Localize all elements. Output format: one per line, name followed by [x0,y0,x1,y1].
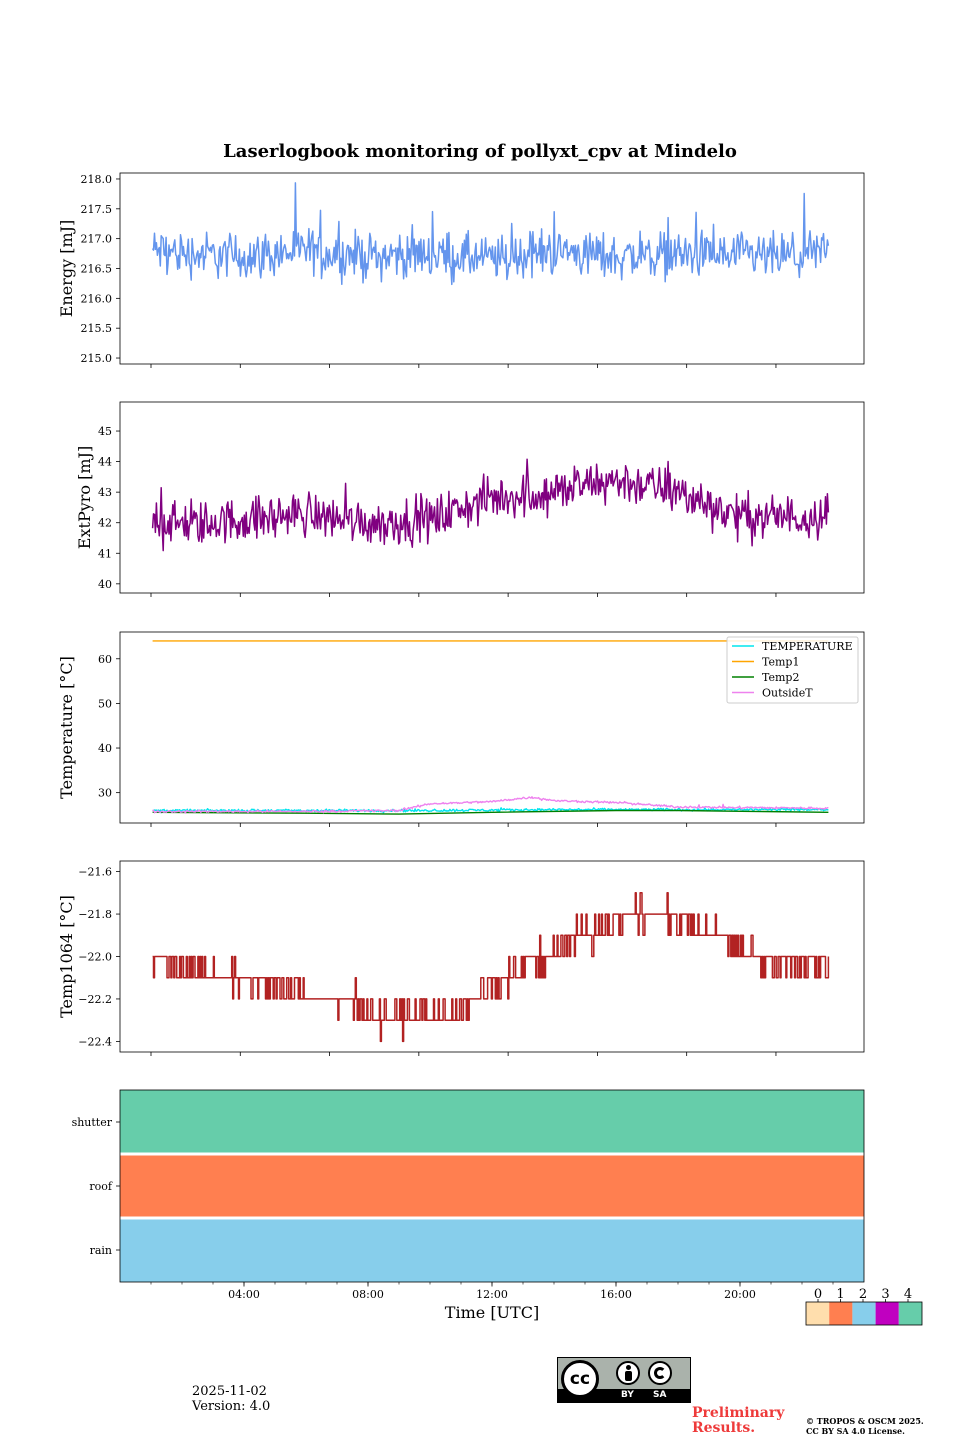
x-tick-label: 16:00 [600,1288,632,1301]
y-tick-label: 215.5 [81,322,113,335]
y-axis-label: ExtPyro [mJ] [75,446,94,549]
flag-band-shutter [120,1090,864,1153]
series-line-extpyro [151,458,830,552]
y-tick-label: 216.0 [81,292,113,305]
legend-label: Temp1 [762,656,799,669]
cc-by-sa-badge: cc BY SA [557,1357,691,1403]
y-tick-label: 60 [98,653,112,666]
axes-frame [119,631,865,824]
panel-flags: shutter roof rain 04:00 08:00 12:00 16:00 20:00… [72,1089,865,1322]
colorbar-cell-4 [898,1302,922,1325]
series-line-outsidet [152,796,829,814]
share-alike-icon [648,1361,672,1385]
colorbar-label: 3 [881,1287,889,1302]
cc-logo-icon: cc [561,1360,599,1398]
y-tick-label: −21.6 [78,866,112,879]
colorbar-frame [805,1301,923,1326]
colorbar-label: 2 [859,1287,867,1302]
series-line-temperature [152,807,829,814]
legend-box [726,636,859,704]
y-tick-label: 40 [98,742,112,755]
y-tick-label: −21.8 [78,908,112,921]
y-tick-label: 217.0 [81,233,113,246]
y-axis-label: Temp1064 [°C] [57,895,76,1018]
panel-temperature: 30 40 50 60 Temperature [°C] TEMPERATURE Temp1… [57,631,865,827]
legend-label: TEMPERATURE [762,640,853,653]
legend-label: Temp2 [762,671,799,684]
panel-energy: 215.0 215.5 216.0 216.5 217.0 217.5 218.0 Energ… [57,172,865,368]
copyright-line1: © TROPOS & OSCM 2025. [806,1416,924,1426]
y-tick-label: −22.2 [78,993,112,1006]
x-axis-label: Time [UTC] [445,1303,539,1322]
x-tick-label: 08:00 [352,1288,384,1301]
series-line-temp1064 [152,892,830,1043]
y-tick-label: 218.0 [81,173,113,186]
panel-temp1064: −22.4 −22.2 −22.0 −21.8 −21.6 Temp1064 [°C] [57,860,865,1056]
y-tick-label: −22.0 [78,951,112,964]
y-tick-label: 41 [98,547,112,560]
version-label: Version: 4.0 [192,1399,271,1414]
x-tick-label: 12:00 [476,1288,508,1301]
y-tick-label: 44 [98,456,112,469]
badge-by-label: BY [621,1390,634,1400]
badge-sa-label: SA [653,1390,667,1400]
colorbar-label: 1 [836,1287,844,1302]
colorbar-label: 0 [814,1287,822,1302]
colorbar-cell-0 [806,1302,830,1325]
y-tick-label: 42 [98,517,112,530]
x-tick-label: 04:00 [228,1288,260,1301]
y-tick-label: −22.4 [78,1035,112,1048]
colorbar-cell-2 [852,1302,876,1325]
flag-band-roof [120,1155,864,1217]
colorbar-cell-3 [875,1302,899,1325]
axes-frame [119,172,865,365]
date-label: 2025-11-02 [192,1384,267,1399]
axes-frame [119,401,865,594]
y-tick-label: 215.0 [81,352,113,365]
preliminary-label-line2: Results. [692,1420,756,1436]
flag-band-rain [120,1219,864,1282]
attribution-person-icon [616,1361,640,1385]
y-tick-label: 216.5 [81,263,113,276]
panel-extpyro: 40 41 42 43 44 45 ExtPyro [mJ] [75,401,865,597]
colorbar-label: 4 [904,1287,912,1302]
y-tick-label: 30 [98,787,112,800]
chart-title: Laserlogbook monitoring of pollyxt_cpv a… [223,141,737,162]
flag-row-label: rain [90,1244,112,1257]
flag-row-label: roof [89,1180,113,1193]
y-axis-label: Temperature [°C] [57,656,76,799]
colorbar-cell-1 [829,1302,853,1325]
y-tick-label: 40 [98,578,112,591]
series-line-temp2 [152,809,829,815]
series-line-energy [151,182,830,286]
preliminary-label-line1: Preliminary [692,1405,785,1421]
y-tick-label: 43 [98,486,112,499]
y-axis-label: Energy [mJ] [57,220,76,318]
y-tick-label: 45 [98,425,112,438]
flag-row-label: shutter [72,1116,113,1129]
y-tick-label: 217.5 [81,203,113,216]
copyright-line2: CC BY SA 4.0 License. [806,1426,905,1436]
x-tick-label: 20:00 [724,1288,756,1301]
y-tick-label: 50 [98,697,112,710]
legend-label: OutsideT [762,687,813,700]
